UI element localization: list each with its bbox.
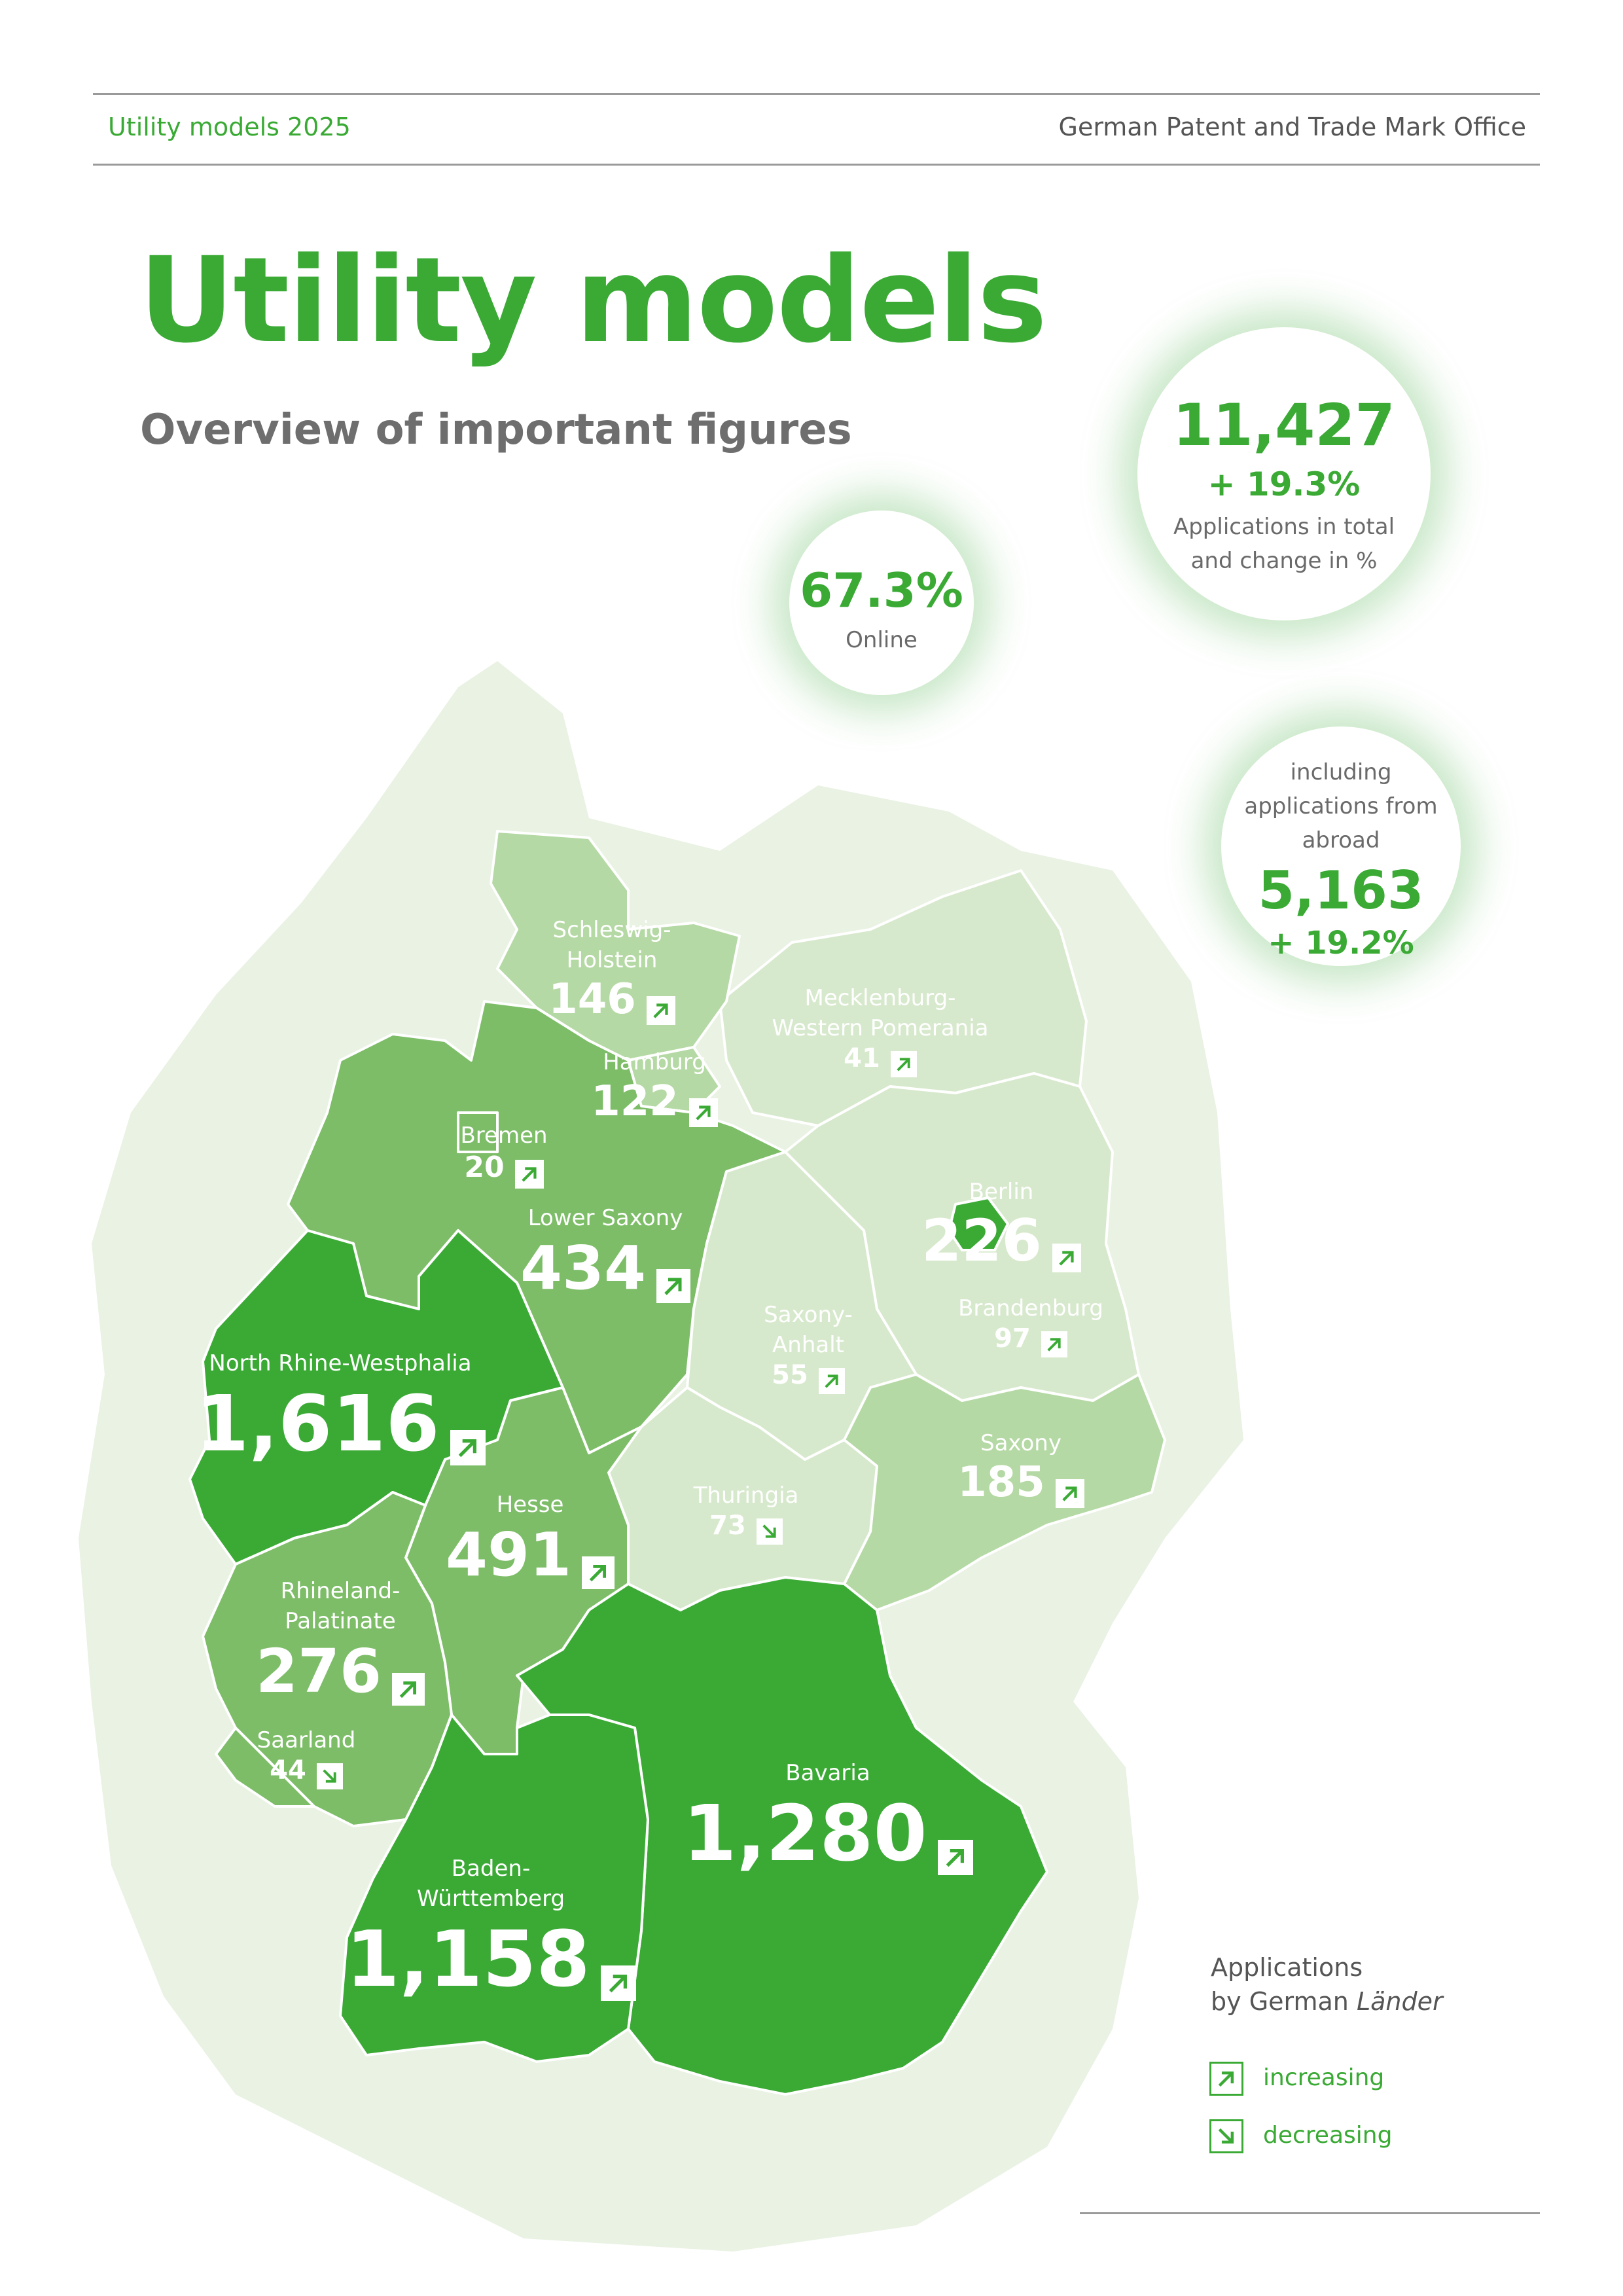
region-label-north-rhine-westphalia: North Rhine-Westphalia1,616 [144, 1348, 537, 1469]
region-label-bremen: Bremen20 [308, 1121, 700, 1189]
region-name-line2: Palatinate [144, 1606, 537, 1636]
increasing-arrow-icon [938, 1840, 973, 1875]
abroad-value: 5,163 [1221, 860, 1461, 921]
increasing-arrow-icon [656, 1269, 690, 1303]
region-value-row: 226 [805, 1207, 1198, 1274]
region-label-berlin: Berlin226 [805, 1177, 1198, 1274]
region-label-lower-saxony: Lower Saxony434 [409, 1203, 802, 1303]
legend-increasing: increasing [1209, 2062, 1384, 2096]
region-value: 434 [520, 1233, 646, 1303]
region-name: Rhineland- [144, 1576, 537, 1606]
region-name: Saxony- [612, 1300, 1005, 1330]
region-name: Saarland [110, 1725, 503, 1755]
region-label-saarland: Saarland44 [110, 1725, 503, 1789]
region-label-bavaria: Bavaria1,280 [632, 1758, 1024, 1878]
region-name-line2: Württemberg [294, 1884, 687, 1914]
region-value: 1,158 [346, 1914, 590, 2004]
region-label-thuringia: Thuringia73 [550, 1480, 942, 1545]
increasing-arrow-icon [450, 1430, 486, 1465]
region-value-row: 1,616 [144, 1378, 537, 1469]
region-value-row: 41 [684, 1043, 1077, 1077]
region-label-rhineland-palatinate: Rhineland-Palatinate276 [144, 1576, 537, 1706]
region-name: Berlin [805, 1177, 1198, 1207]
region-label-baden-w-rttemberg: Baden-Württemberg1,158 [294, 1854, 687, 2004]
total-caption-line1: Applications in total [1137, 510, 1431, 544]
region-name-line2: Holstein [416, 945, 808, 975]
region-name: Bavaria [632, 1758, 1024, 1788]
region-value-row: 44 [110, 1755, 503, 1789]
increasing-arrow-icon [1056, 1479, 1084, 1508]
increasing-arrow-icon [819, 1368, 845, 1394]
legend-decreasing-label: decreasing [1263, 2122, 1392, 2149]
region-value: 1,616 [195, 1378, 439, 1469]
region-value: 1,280 [683, 1788, 927, 1878]
region-name: Baden- [294, 1854, 687, 1884]
region-name: Mecklenburg- [684, 983, 1077, 1013]
region-value: 20 [464, 1151, 504, 1184]
total-caption-line2: and change in % [1137, 544, 1431, 578]
region-value: 122 [591, 1077, 679, 1126]
increasing-arrow-icon [1041, 1331, 1067, 1357]
abroad-caption-line1: including [1221, 755, 1461, 789]
increasing-arrow-icon [647, 996, 675, 1025]
region-value: 185 [957, 1458, 1045, 1507]
legend-title-line1: Applications [1211, 1950, 1443, 1984]
region-value-row: 434 [409, 1233, 802, 1303]
region-value: 276 [256, 1636, 382, 1706]
increasing-arrow-icon [392, 1673, 425, 1706]
region-value-row: 55 [612, 1360, 1005, 1394]
region-name: Bremen [308, 1121, 700, 1151]
legend-increasing-label: increasing [1263, 2064, 1384, 2091]
region-name-line2: Western Pomerania [684, 1013, 1077, 1043]
region-label-mecklenburg-western-pomerania: Mecklenburg-Western Pomerania41 [684, 983, 1077, 1077]
region-value: 146 [548, 975, 636, 1024]
region-value: 41 [844, 1043, 880, 1073]
total-change: + 19.3% [1137, 465, 1431, 503]
legend-title-line2: by German Länder [1211, 1984, 1443, 2018]
region-value: 55 [772, 1360, 808, 1390]
legend-decreasing: decreasing [1209, 2119, 1392, 2153]
decreasing-arrow-icon [1209, 2119, 1243, 2153]
region-value: 73 [709, 1511, 746, 1541]
abroad-caption-line2: applications from [1221, 789, 1461, 823]
region-name: Saxony [825, 1428, 1217, 1458]
abroad-change: + 19.2% [1221, 925, 1461, 961]
abroad-applications-bubble: including applications from abroad 5,163… [1221, 726, 1461, 966]
footer-rule [1080, 2212, 1540, 2214]
increasing-arrow-icon [1052, 1244, 1081, 1272]
decreasing-arrow-icon [317, 1763, 343, 1789]
increasing-arrow-icon [515, 1160, 544, 1189]
increasing-arrow-icon [582, 1556, 615, 1589]
total-value: 11,427 [1137, 391, 1431, 459]
legend-title: Applications by German Länder [1211, 1950, 1443, 2018]
region-value: 44 [270, 1755, 306, 1785]
increasing-arrow-icon [891, 1051, 917, 1077]
region-value-row: 73 [550, 1511, 942, 1545]
region-value-row: 122 [458, 1077, 851, 1127]
region-name: North Rhine-Westphalia [144, 1348, 537, 1378]
legend-title-italic: Länder [1357, 1987, 1443, 2016]
online-label: Online [789, 623, 974, 657]
online-share-bubble: 67.3% Online [789, 511, 974, 695]
region-value: 226 [921, 1207, 1042, 1274]
legend-title-prefix: by German [1211, 1987, 1357, 2016]
region-name: Thuringia [550, 1480, 942, 1511]
region-value-row: 1,280 [632, 1788, 1024, 1878]
online-value: 67.3% [789, 563, 974, 618]
abroad-caption-line3: abroad [1221, 823, 1461, 857]
total-applications-bubble: 11,427 + 19.3% Applications in total and… [1137, 327, 1431, 620]
region-name: Schleswig- [416, 915, 808, 945]
region-value-row: 20 [308, 1151, 700, 1189]
region-name: Lower Saxony [409, 1203, 802, 1233]
increasing-arrow-icon [601, 1965, 636, 2001]
region-name-line2: Anhalt [612, 1330, 1005, 1360]
decreasing-arrow-icon [757, 1518, 783, 1545]
region-value-row: 1,158 [294, 1914, 687, 2004]
increasing-arrow-icon [1209, 2062, 1243, 2096]
region-label-saxony-anhalt: Saxony-Anhalt55 [612, 1300, 1005, 1394]
region-value-row: 276 [144, 1636, 537, 1706]
